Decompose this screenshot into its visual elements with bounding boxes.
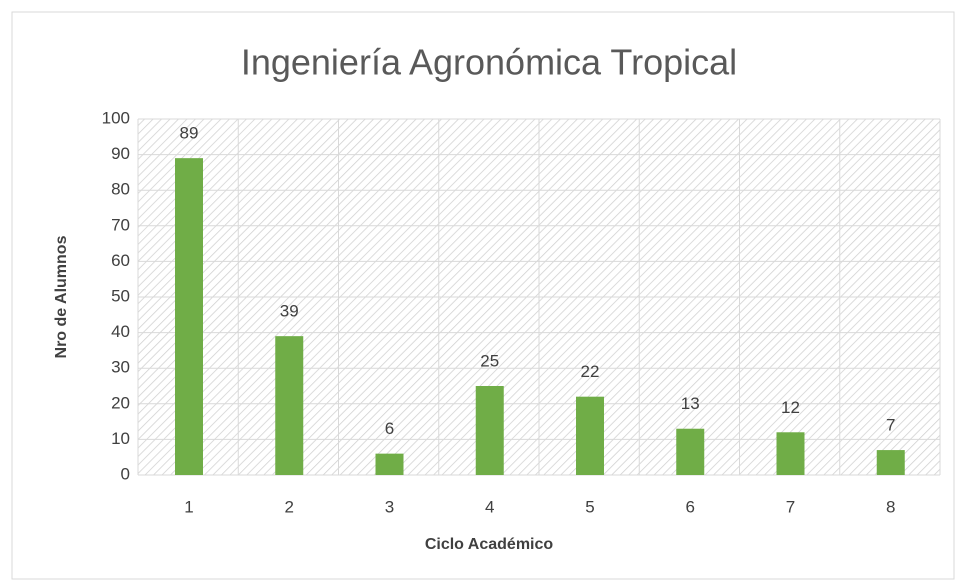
y-tick-label: 40 — [111, 322, 130, 341]
y-tick-label: 100 — [102, 108, 130, 127]
y-tick-label: 0 — [121, 464, 130, 483]
x-tick-label: 8 — [886, 497, 895, 516]
x-axis-label: Ciclo Académico — [425, 536, 554, 553]
x-tick-label: 3 — [385, 497, 394, 516]
data-label: 13 — [681, 394, 700, 413]
y-axis-label: Nro de Alumnos — [53, 235, 70, 358]
x-tick-label: 4 — [485, 497, 494, 516]
data-label: 12 — [781, 398, 800, 417]
data-label: 7 — [886, 416, 895, 435]
y-tick-label: 50 — [111, 286, 130, 305]
data-label: 39 — [280, 302, 299, 321]
chart-title: Ingeniería Agronómica Tropical — [241, 42, 737, 83]
bar — [175, 158, 203, 475]
data-label: 22 — [581, 362, 600, 381]
x-tick-label: 1 — [184, 497, 193, 516]
y-tick-label: 70 — [111, 215, 130, 234]
y-tick-label: 90 — [111, 144, 130, 163]
data-label: 25 — [480, 351, 499, 370]
x-tick-label: 2 — [285, 497, 294, 516]
y-tick-label: 10 — [111, 429, 130, 448]
y-tick-label: 80 — [111, 180, 130, 199]
bar — [676, 428, 705, 475]
x-tick-label: 7 — [786, 497, 795, 516]
data-label: 6 — [385, 419, 394, 438]
bar — [576, 396, 604, 475]
x-tick-label: 5 — [585, 497, 594, 516]
bar — [375, 453, 404, 475]
y-tick-label: 20 — [111, 393, 130, 412]
bar — [275, 336, 304, 475]
x-tick-label: 6 — [686, 497, 695, 516]
bar — [876, 450, 905, 475]
bar — [776, 432, 805, 475]
data-label: 89 — [180, 124, 199, 143]
y-tick-label: 60 — [111, 251, 130, 270]
y-tick-label: 30 — [111, 358, 130, 377]
bar — [475, 386, 504, 475]
